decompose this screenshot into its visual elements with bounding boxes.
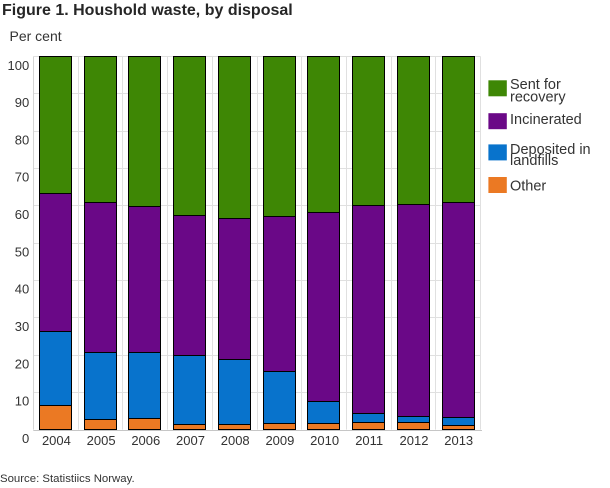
svg-text:80: 80 — [15, 132, 29, 147]
svg-text:Sent for: Sent for — [510, 77, 561, 93]
svg-text:40: 40 — [15, 282, 29, 297]
svg-text:0: 0 — [22, 431, 29, 446]
svg-text:Deposited in: Deposited in — [510, 142, 591, 158]
svg-text:2007: 2007 — [176, 433, 205, 448]
svg-text:60: 60 — [15, 207, 29, 222]
svg-text:50: 50 — [15, 244, 29, 259]
svg-text:2011: 2011 — [355, 433, 383, 448]
svg-text:2008: 2008 — [221, 433, 250, 448]
svg-text:100: 100 — [7, 58, 29, 73]
svg-text:70: 70 — [15, 170, 29, 185]
svg-text:recovery: recovery — [510, 89, 566, 105]
svg-text:10: 10 — [15, 394, 29, 409]
svg-text:90: 90 — [15, 95, 29, 110]
svg-text:2012: 2012 — [400, 433, 429, 448]
svg-text:20: 20 — [15, 356, 29, 371]
svg-text:2004: 2004 — [42, 433, 71, 448]
svg-text:2010: 2010 — [310, 433, 339, 448]
svg-text:2013: 2013 — [444, 433, 473, 448]
svg-text:Incinerated: Incinerated — [510, 112, 582, 128]
svg-text:Other: Other — [510, 178, 546, 194]
svg-text:landfills: landfills — [510, 153, 558, 169]
svg-text:2006: 2006 — [131, 433, 160, 448]
svg-text:2005: 2005 — [87, 433, 116, 448]
svg-text:30: 30 — [15, 319, 29, 334]
svg-text:2009: 2009 — [265, 433, 294, 448]
